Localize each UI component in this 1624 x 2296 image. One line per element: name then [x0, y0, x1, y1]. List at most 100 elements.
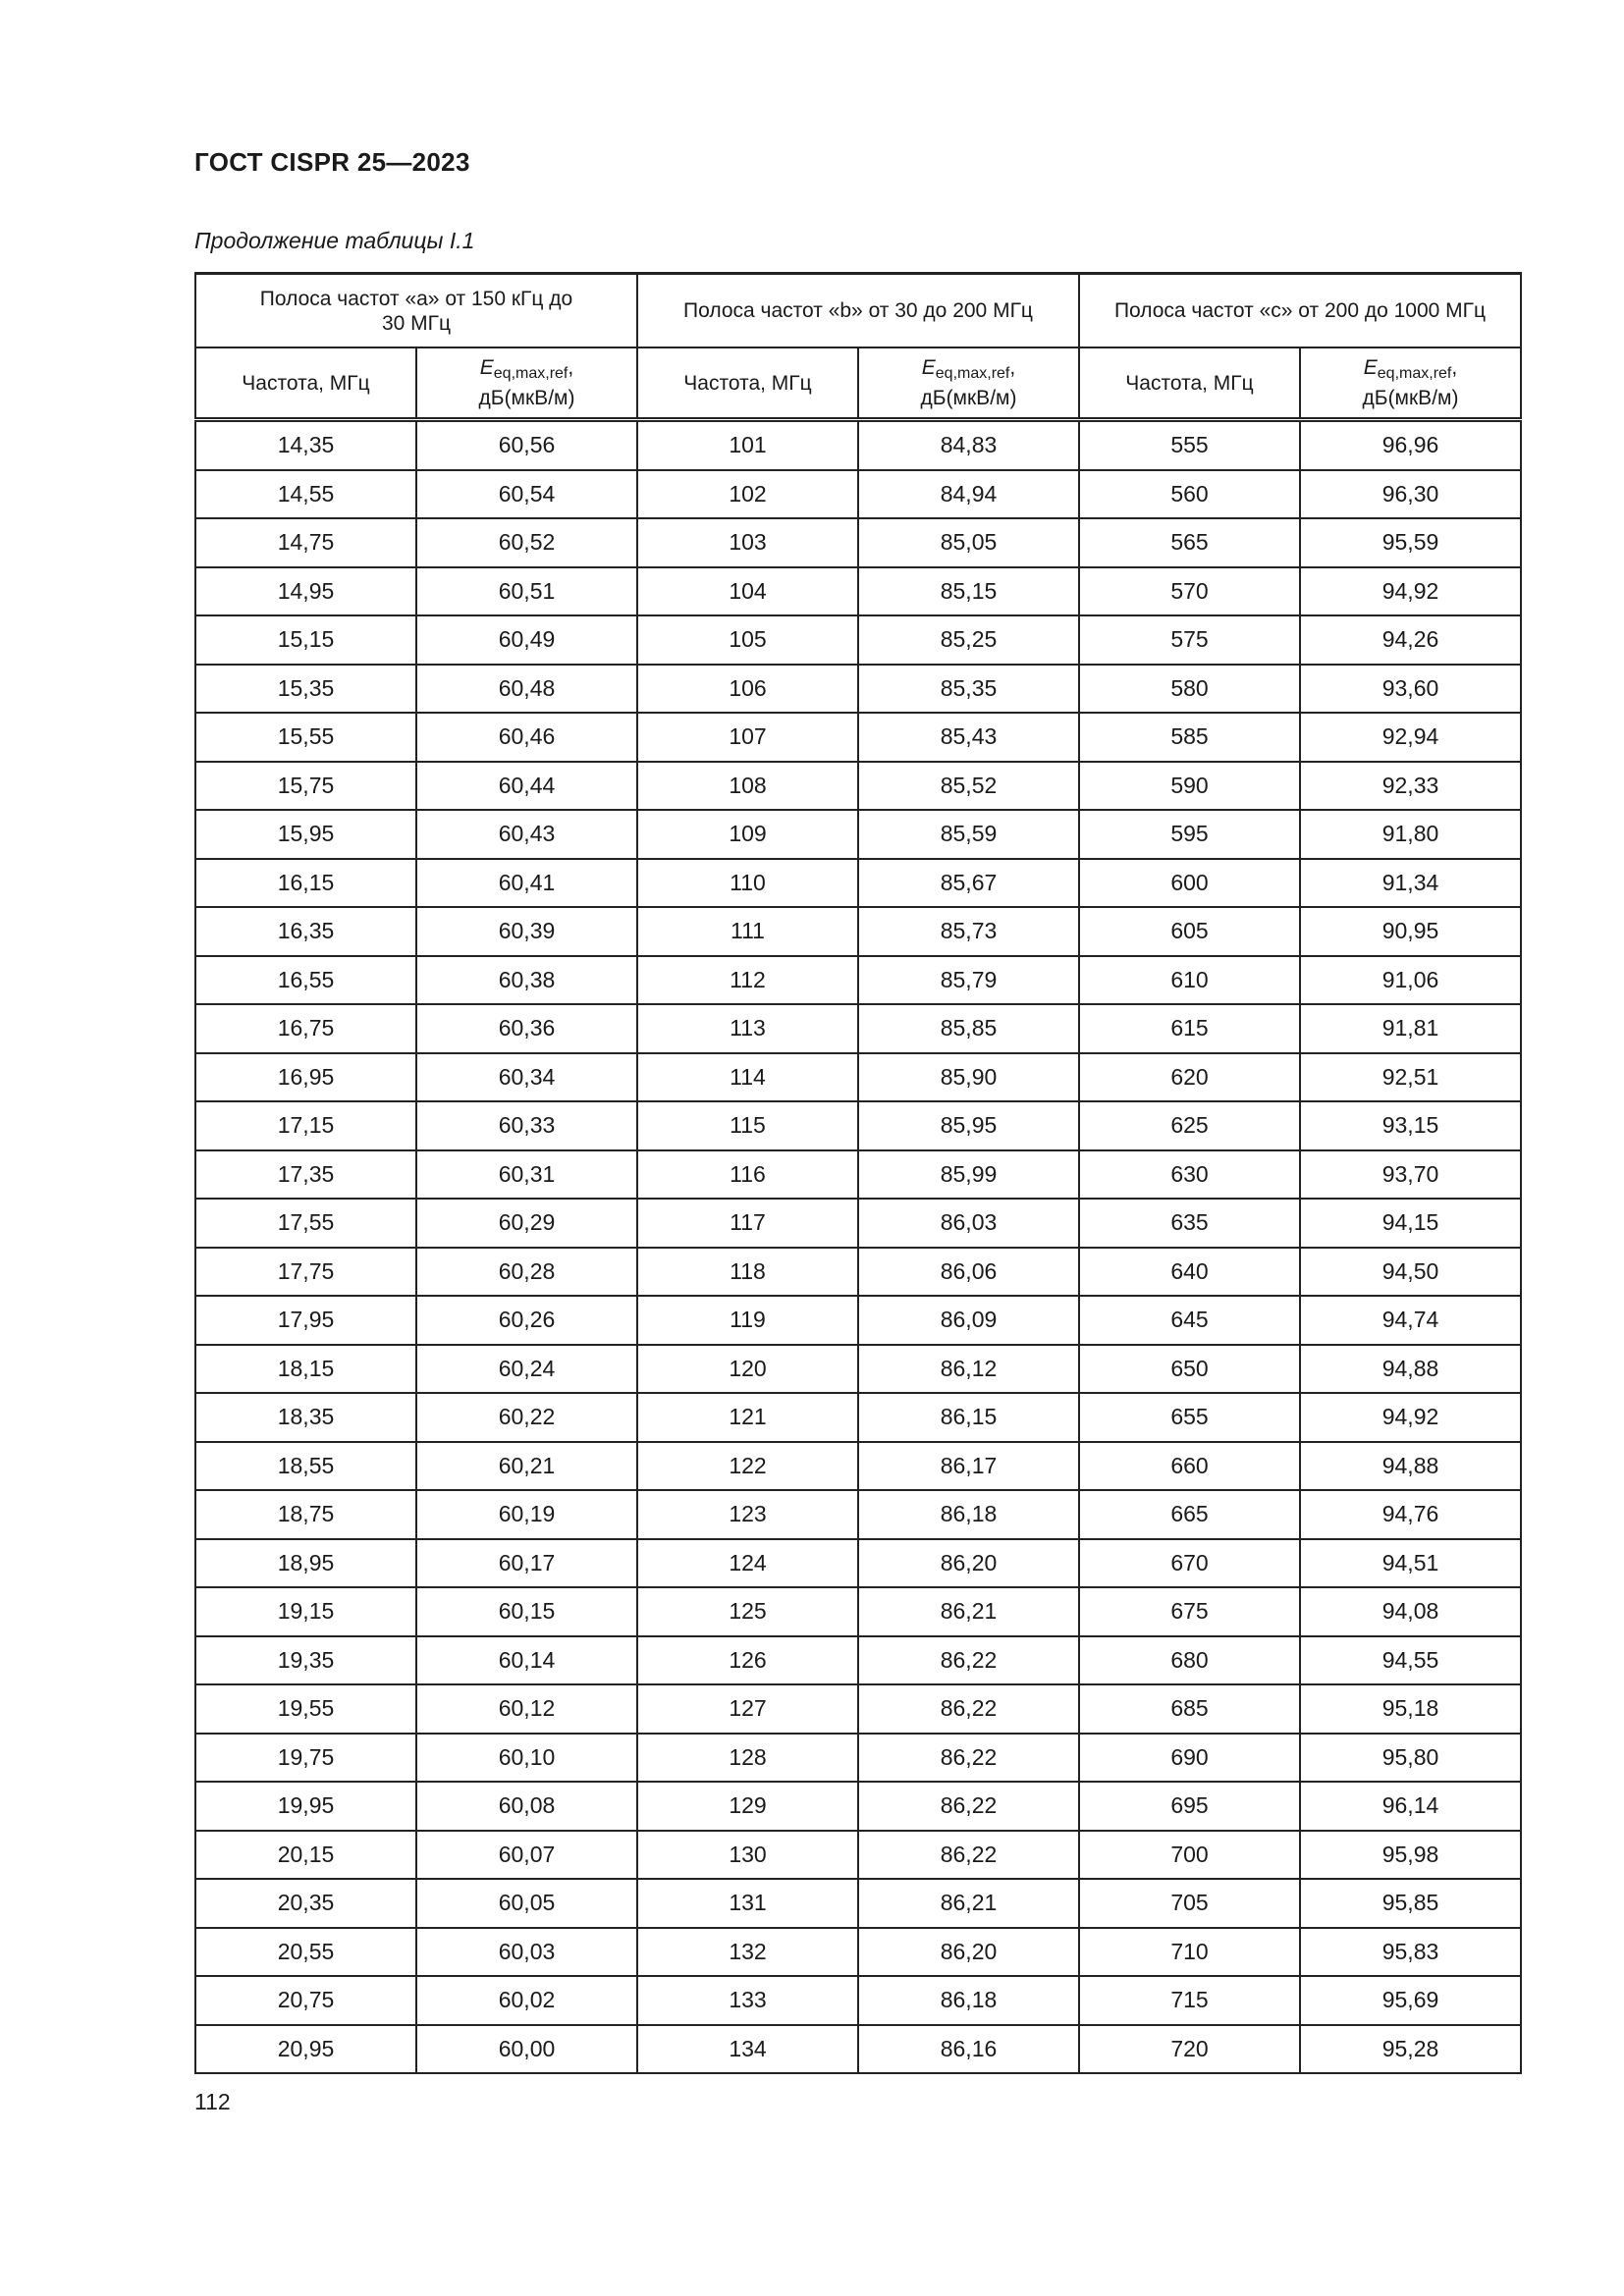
e-subscript: eq,max,ref — [935, 365, 1010, 382]
document-title: ГОСТ CISPR 25—2023 — [194, 147, 470, 177]
frequency-column-header: Частота, МГц — [636, 347, 859, 422]
band-c-frequency-cell: 610 — [1078, 954, 1301, 1005]
band-a-level-cell: 60,12 — [415, 1683, 638, 1735]
band-b-frequency-cell: 122 — [636, 1440, 859, 1491]
band-a-level-cell: 60,19 — [415, 1489, 638, 1540]
field-strength-column-header: Eeq,max,ref, дБ(мкВ/м) — [857, 347, 1080, 422]
band-a-frequency-cell: 15,35 — [194, 663, 417, 714]
band-c-level-cell: 91,06 — [1299, 954, 1522, 1005]
band-a-frequency-cell: 15,55 — [194, 712, 417, 763]
band-b-frequency-cell: 108 — [636, 760, 859, 811]
band-c-level-cell: 94,92 — [1299, 1392, 1522, 1443]
band-a-frequency-cell: 17,15 — [194, 1100, 417, 1151]
band-b-level-cell: 86,21 — [857, 1878, 1080, 1929]
band-b-level-cell: 85,73 — [857, 906, 1080, 957]
band-a-level-cell: 60,33 — [415, 1100, 638, 1151]
band-c-frequency-cell: 575 — [1078, 614, 1301, 666]
band-b-frequency-cell: 112 — [636, 954, 859, 1005]
table-row: 20,75 60,02 133 86,18 715 95,69 — [194, 1975, 1522, 2026]
band-a-level-cell: 60,22 — [415, 1392, 638, 1443]
e-subscript: eq,max,ref — [1377, 365, 1452, 382]
band-b-frequency-cell: 113 — [636, 1003, 859, 1054]
band-a-frequency-cell: 16,55 — [194, 954, 417, 1005]
band-a-frequency-cell: 18,15 — [194, 1343, 417, 1394]
table-row: 18,15 60,24 120 86,12 650 94,88 — [194, 1343, 1522, 1394]
band-c-frequency-cell: 695 — [1078, 1781, 1301, 1832]
band-c-level-cell: 94,88 — [1299, 1440, 1522, 1491]
band-b-level-cell: 86,20 — [857, 1926, 1080, 1977]
band-a-frequency-cell: 20,75 — [194, 1975, 417, 2026]
band-a-frequency-cell: 14,75 — [194, 517, 417, 568]
e-symbol: E — [1363, 356, 1378, 379]
band-c-frequency-cell: 685 — [1078, 1683, 1301, 1735]
band-c-level-cell: 90,95 — [1299, 906, 1522, 957]
band-b-frequency-cell: 109 — [636, 809, 859, 860]
band-b-frequency-cell: 130 — [636, 1829, 859, 1880]
band-a-frequency-cell: 15,75 — [194, 760, 417, 811]
band-a-level-cell: 60,02 — [415, 1975, 638, 2026]
table-row: 20,55 60,03 132 86,20 710 95,83 — [194, 1926, 1522, 1977]
band-b-level-cell: 86,22 — [857, 1781, 1080, 1832]
band-c-level-cell: 91,34 — [1299, 857, 1522, 908]
band-c-frequency-cell: 600 — [1078, 857, 1301, 908]
band-c-level-cell: 95,85 — [1299, 1878, 1522, 1929]
band-c-level-cell: 96,96 — [1299, 418, 1522, 471]
page-number: 112 — [194, 2089, 231, 2114]
band-b-frequency-cell: 106 — [636, 663, 859, 714]
band-b-frequency-cell: 126 — [636, 1634, 859, 1685]
band-b-level-cell: 86,22 — [857, 1634, 1080, 1685]
band-b-frequency-cell: 116 — [636, 1148, 859, 1200]
band-c-frequency-cell: 670 — [1078, 1537, 1301, 1588]
band-a-frequency-cell: 16,75 — [194, 1003, 417, 1054]
band-b-frequency-cell: 133 — [636, 1975, 859, 2026]
table-row: 20,35 60,05 131 86,21 705 95,85 — [194, 1878, 1522, 1929]
table-row: 16,35 60,39 111 85,73 605 90,95 — [194, 906, 1522, 957]
band-b-frequency-cell: 102 — [636, 468, 859, 519]
table-row: 17,15 60,33 115 85,95 625 93,15 — [194, 1100, 1522, 1151]
table-row: 14,35 60,56 101 84,83 555 96,96 — [194, 418, 1522, 471]
band-b-level-cell: 85,95 — [857, 1100, 1080, 1151]
table-row: 15,35 60,48 106 85,35 580 93,60 — [194, 663, 1522, 714]
column-header-row: Частота, МГц Eeq,max,ref, дБ(мкВ/м) Частота… — [194, 347, 1522, 422]
band-b-frequency-cell: 121 — [636, 1392, 859, 1443]
band-c-level-cell: 92,94 — [1299, 712, 1522, 763]
band-c-frequency-cell: 585 — [1078, 712, 1301, 763]
band-b-frequency-cell: 124 — [636, 1537, 859, 1588]
band-a-level-cell: 60,44 — [415, 760, 638, 811]
band-b-level-cell: 85,43 — [857, 712, 1080, 763]
band-c-level-cell: 94,51 — [1299, 1537, 1522, 1588]
band-b-frequency-cell: 105 — [636, 614, 859, 666]
band-a-frequency-cell: 20,55 — [194, 1926, 417, 1977]
band-c-frequency-cell: 660 — [1078, 1440, 1301, 1491]
band-c-frequency-cell: 640 — [1078, 1246, 1301, 1297]
band-c-level-cell: 93,60 — [1299, 663, 1522, 714]
band-b-level-cell: 85,15 — [857, 565, 1080, 616]
band-c-frequency-cell: 555 — [1078, 418, 1301, 471]
data-table: Полоса частот «а» от 150 кГц до 30 МГц П… — [194, 272, 1522, 2074]
table-row: 19,35 60,14 126 86,22 680 94,55 — [194, 1634, 1522, 1685]
band-b-level-cell: 86,16 — [857, 2023, 1080, 2074]
band-c-level-cell: 95,83 — [1299, 1926, 1522, 1977]
band-b-level-cell: 86,22 — [857, 1683, 1080, 1735]
frequency-column-header: Частота, МГц — [1078, 347, 1301, 422]
band-c-level-cell: 95,80 — [1299, 1732, 1522, 1783]
band-c-header: Полоса частот «c» от 200 до 1000 МГц — [1078, 272, 1522, 348]
band-b-frequency-cell: 120 — [636, 1343, 859, 1394]
band-a-frequency-cell: 20,15 — [194, 1829, 417, 1880]
band-a-frequency-cell: 14,55 — [194, 468, 417, 519]
band-b-level-cell: 85,90 — [857, 1051, 1080, 1102]
frequency-column-header: Частота, МГц — [194, 347, 417, 422]
band-b-level-cell: 86,03 — [857, 1198, 1080, 1249]
band-c-level-cell: 92,51 — [1299, 1051, 1522, 1102]
band-b-level-cell: 84,94 — [857, 468, 1080, 519]
table-row: 15,15 60,49 105 85,25 575 94,26 — [194, 614, 1522, 666]
band-a-level-cell: 60,28 — [415, 1246, 638, 1297]
band-c-frequency-cell: 615 — [1078, 1003, 1301, 1054]
table-row: 16,15 60,41 110 85,67 600 91,34 — [194, 857, 1522, 908]
band-a-level-cell: 60,21 — [415, 1440, 638, 1491]
band-c-frequency-cell: 675 — [1078, 1586, 1301, 1637]
band-c-level-cell: 95,28 — [1299, 2023, 1522, 2074]
table-row: 19,15 60,15 125 86,21 675 94,08 — [194, 1586, 1522, 1637]
band-a-frequency-cell: 14,95 — [194, 565, 417, 616]
band-c-level-cell: 95,59 — [1299, 517, 1522, 568]
